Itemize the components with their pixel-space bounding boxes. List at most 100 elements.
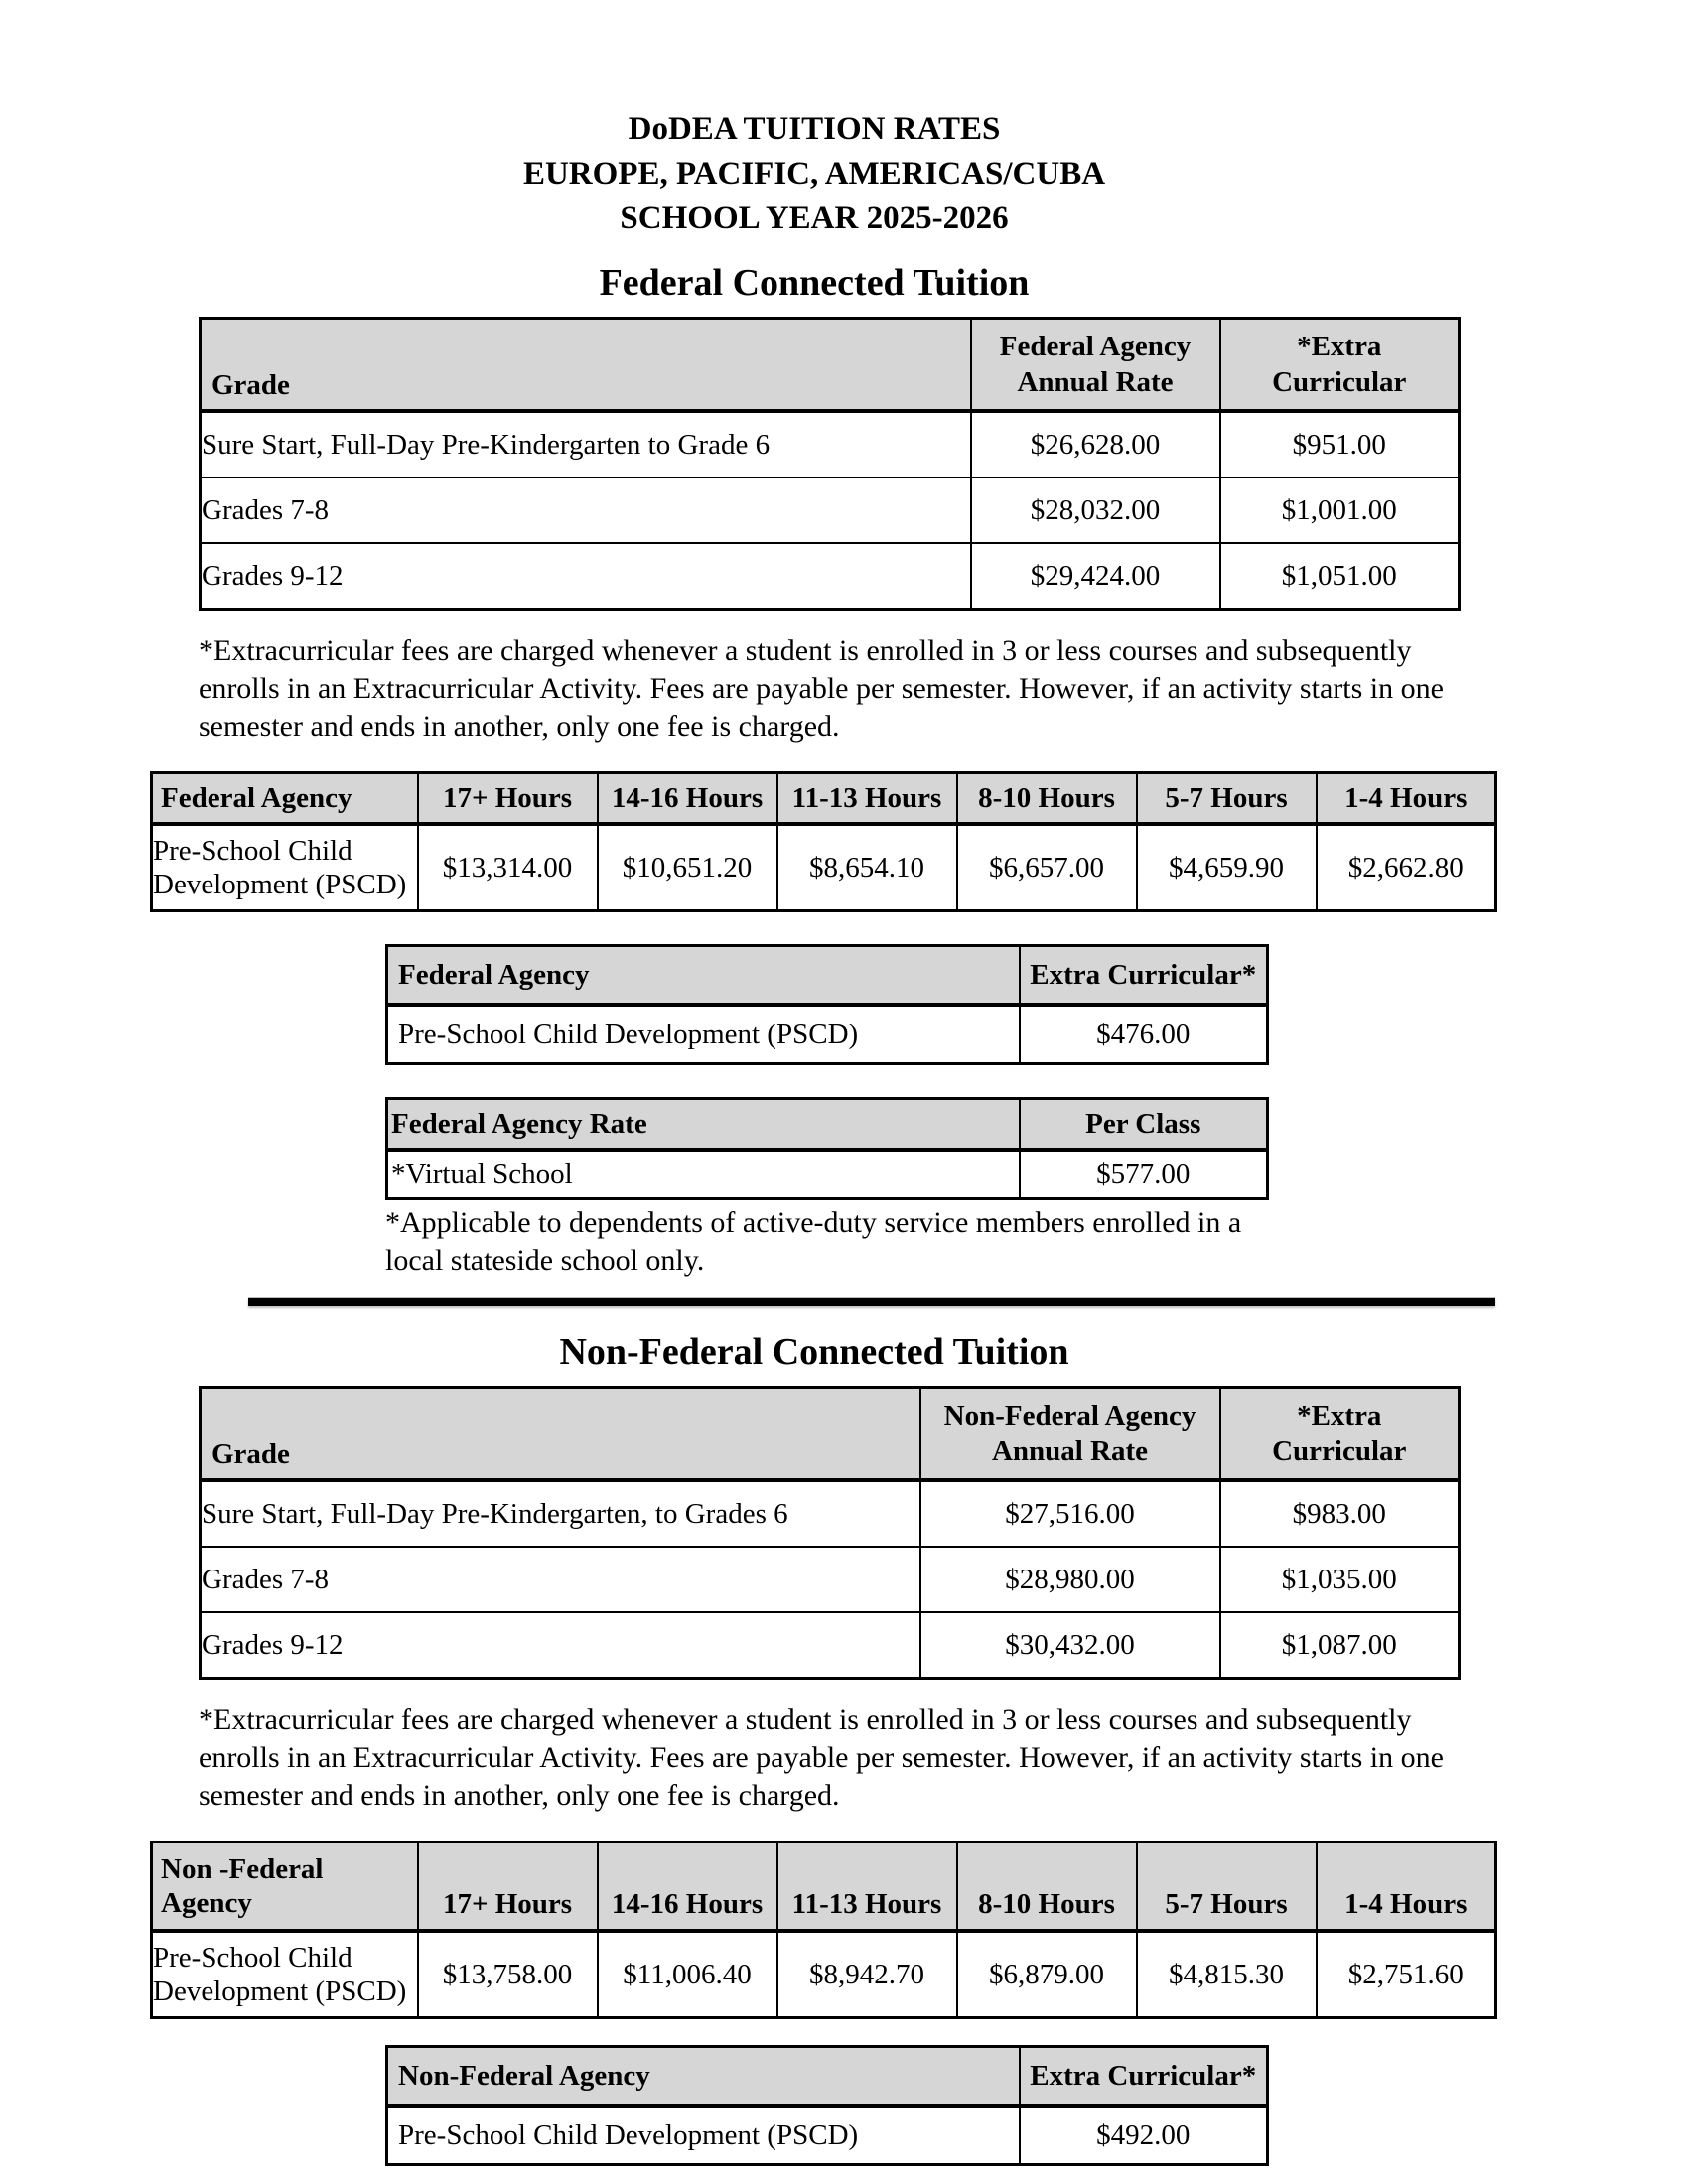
hours-rate-cell: $2,662.80 — [1315, 823, 1497, 912]
extra-curricular-cell: $1,051.00 — [1218, 542, 1461, 611]
table-row: Pre-School Child Development (PSCD) $476… — [385, 1004, 1269, 1065]
federal-annual-rate-column-header: Federal Agency Annual Rate — [969, 317, 1221, 413]
table-header-row: Non-Federal Agency Extra Curricular* — [385, 2045, 1269, 2108]
grade-cell: Grades 7-8 — [199, 477, 972, 544]
annual-rate-cell: $30,432.00 — [918, 1611, 1221, 1680]
annual-rate-cell: $29,424.00 — [969, 542, 1221, 611]
hours-column-header: 14-16 Hours — [596, 771, 778, 826]
annual-rate-cell: $28,980.00 — [918, 1546, 1221, 1613]
extra-curricular-cell: $1,001.00 — [1218, 477, 1461, 544]
federal-annual-tuition-table: Grade Federal Agency Annual Rate *Extra … — [199, 317, 1461, 611]
table-header-row: Federal Agency 17+ Hours 14-16 Hours 11-… — [150, 771, 1497, 826]
hours-column-header: 17+ Hours — [416, 771, 599, 826]
hours-column-header: 1-4 Hours — [1315, 771, 1497, 826]
hours-rate-cell: $10,651.20 — [596, 823, 778, 912]
table-header-row: Federal Agency Extra Curricular* — [385, 944, 1269, 1007]
extra-curricular-column-header: *Extra Curricular — [1218, 1386, 1461, 1482]
grade-column-header: Grade — [199, 1386, 921, 1482]
annual-rate-cell: $26,628.00 — [969, 410, 1221, 478]
hours-rate-cell: $6,879.00 — [955, 1930, 1138, 2019]
non-federal-agency-column-header: Non -Federal Agency — [150, 1841, 419, 1933]
per-class-fee-cell: $577.00 — [1018, 1149, 1269, 1200]
hours-column-header: 5-7 Hours — [1135, 1841, 1318, 1933]
extra-curricular-cell: $983.00 — [1218, 1479, 1461, 1548]
section-divider — [248, 1297, 1495, 1306]
federal-agency-column-header: Federal Agency — [150, 771, 419, 826]
hours-rate-cell: $2,751.60 — [1315, 1930, 1497, 2019]
hours-column-header: 17+ Hours — [416, 1841, 599, 1933]
hours-rate-cell: $13,758.00 — [416, 1930, 599, 2019]
hours-column-header: 5-7 Hours — [1135, 771, 1318, 826]
hours-rate-cell: $8,654.10 — [775, 823, 958, 912]
extra-curricular-column-header: Extra Curricular* — [1018, 2045, 1269, 2108]
federal-pscd-hours-table: Federal Agency 17+ Hours 14-16 Hours 11-… — [150, 771, 1497, 912]
non-federal-section-heading: Non-Federal Connected Tuition — [559, 1331, 1069, 1373]
federal-agency-column-header: Federal Agency — [385, 944, 1021, 1007]
annual-rate-cell: $27,516.00 — [918, 1479, 1221, 1548]
annual-rate-cell: $28,032.00 — [969, 477, 1221, 544]
document-title-line-3: SCHOOL YEAR 2025-2026 — [620, 201, 1009, 236]
table-row: Pre-School Child Development (PSCD) $13,… — [150, 823, 1497, 912]
grade-cell: Grades 9-12 — [199, 542, 972, 611]
table-row: Grades 9-12 $29,424.00 $1,051.00 — [199, 542, 1461, 611]
table-row: Pre-School Child Development (PSCD) $13,… — [150, 1930, 1497, 2019]
grade-cell: Grades 9-12 — [199, 1611, 921, 1680]
table-row: Sure Start, Full-Day Pre-Kindergarten, t… — [199, 1479, 1461, 1548]
extra-curricular-cell: $1,087.00 — [1218, 1611, 1461, 1680]
document-title-line-2: EUROPE, PACIFIC, AMERICAS/CUBA — [522, 156, 1106, 192]
document-title-line-1: DoDEA TUITION RATES — [628, 111, 1001, 147]
table-row: Grades 7-8 $28,980.00 $1,035.00 — [199, 1546, 1461, 1613]
pscd-label-cell: Pre-School Child Development (PSCD) — [385, 2105, 1021, 2166]
non-federal-pscd-hours-table: Non -Federal Agency 17+ Hours 14-16 Hour… — [150, 1841, 1497, 2019]
extra-curricular-column-header: *Extra Curricular — [1218, 317, 1461, 413]
per-class-column-header: Per Class — [1018, 1097, 1269, 1152]
table-row: Pre-School Child Development (PSCD) $492… — [385, 2105, 1269, 2166]
federal-section-heading: Federal Connected Tuition — [599, 262, 1030, 304]
pscd-label-cell: Pre-School Child Development (PSCD) — [150, 823, 419, 912]
federal-pscd-extracurricular-table: Federal Agency Extra Curricular* Pre-Sch… — [385, 944, 1269, 1065]
grade-cell: Sure Start, Full-Day Pre-Kindergarten to… — [199, 410, 972, 478]
hours-rate-cell: $4,659.90 — [1135, 823, 1318, 912]
federal-extracurricular-fees-note: *Extracurricular fees are charged whenev… — [199, 634, 1444, 743]
table-header-row: Grade Non-Federal Agency Annual Rate *Ex… — [199, 1386, 1461, 1482]
hours-column-header: 8-10 Hours — [955, 771, 1138, 826]
extra-curricular-cell: $1,035.00 — [1218, 1546, 1461, 1613]
grade-column-header: Grade — [199, 317, 972, 413]
table-header-row: Non -Federal Agency 17+ Hours 14-16 Hour… — [150, 1841, 1497, 1933]
table-row: Grades 9-12 $30,432.00 $1,087.00 — [199, 1611, 1461, 1680]
hours-rate-cell: $13,314.00 — [416, 823, 599, 912]
hours-column-header: 8-10 Hours — [955, 1841, 1138, 1933]
pscd-label-cell: Pre-School Child Development (PSCD) — [385, 1004, 1021, 1065]
virtual-school-rate-table: Federal Agency Rate Per Class *Virtual S… — [385, 1097, 1269, 1200]
table-header-row: Grade Federal Agency Annual Rate *Extra … — [199, 317, 1461, 413]
hours-column-header: 14-16 Hours — [596, 1841, 778, 1933]
virtual-school-label-cell: *Virtual School — [385, 1149, 1021, 1200]
non-federal-extracurricular-fees-note: *Extracurricular fees are charged whenev… — [199, 1704, 1444, 1812]
pscd-label-cell: Pre-School Child Development (PSCD) — [150, 1930, 419, 2019]
federal-agency-rate-column-header: Federal Agency Rate — [385, 1097, 1021, 1152]
extra-curricular-fee-cell: $492.00 — [1018, 2105, 1269, 2166]
non-federal-agency-column-header: Non-Federal Agency — [385, 2045, 1021, 2108]
hours-rate-cell: $4,815.30 — [1135, 1930, 1318, 2019]
non-federal-annual-tuition-table: Grade Non-Federal Agency Annual Rate *Ex… — [199, 1386, 1461, 1680]
extra-curricular-fee-cell: $476.00 — [1018, 1004, 1269, 1065]
table-header-row: Federal Agency Rate Per Class — [385, 1097, 1269, 1152]
non-federal-pscd-extracurricular-table: Non-Federal Agency Extra Curricular* Pre… — [385, 2045, 1269, 2166]
document-title-block: DoDEA TUITION RATES EUROPE, PACIFIC, AME… — [0, 0, 1628, 241]
table-row: *Virtual School $577.00 — [385, 1149, 1269, 1200]
hours-column-header: 11-13 Hours — [775, 771, 958, 826]
hours-rate-cell: $6,657.00 — [955, 823, 1138, 912]
hours-column-header: 11-13 Hours — [775, 1841, 958, 1933]
virtual-school-footnote: *Applicable to dependents of active-duty… — [385, 1206, 1242, 1277]
extra-curricular-column-header: Extra Curricular* — [1018, 944, 1269, 1007]
table-row: Sure Start, Full-Day Pre-Kindergarten to… — [199, 410, 1461, 478]
grade-cell: Sure Start, Full-Day Pre-Kindergarten, t… — [199, 1479, 921, 1548]
hours-rate-cell: $8,942.70 — [775, 1930, 958, 2019]
non-federal-annual-rate-column-header: Non-Federal Agency Annual Rate — [918, 1386, 1221, 1482]
grade-cell: Grades 7-8 — [199, 1546, 921, 1613]
table-row: Grades 7-8 $28,032.00 $1,001.00 — [199, 477, 1461, 544]
extra-curricular-cell: $951.00 — [1218, 410, 1461, 478]
hours-rate-cell: $11,006.40 — [596, 1930, 778, 2019]
hours-column-header: 1-4 Hours — [1315, 1841, 1497, 1933]
